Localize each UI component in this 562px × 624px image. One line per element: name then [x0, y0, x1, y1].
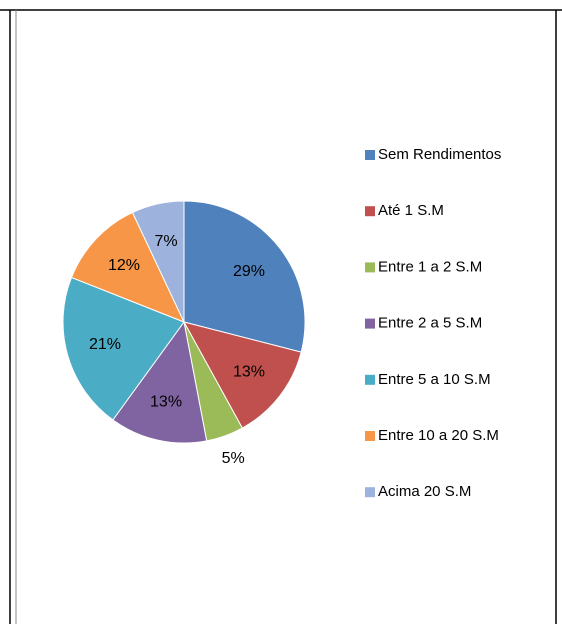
data-label: 13%: [233, 364, 265, 381]
legend-label: Até 1 S.M: [378, 202, 444, 219]
pie-slice: [183, 200, 306, 353]
legend-swatch: [365, 318, 375, 329]
data-label: 13%: [150, 394, 182, 411]
pie-slice: [112, 320, 208, 444]
legend-swatch: [365, 487, 375, 498]
pie-slice: [131, 200, 185, 323]
legend-swatch: [365, 262, 375, 273]
legend-swatch: [365, 431, 375, 441]
legend-label: Acima 20 S.M: [378, 483, 471, 500]
legend-label: Sem Rendimentos: [378, 146, 501, 163]
legend-swatch: [365, 374, 375, 385]
data-label: 5%: [222, 450, 245, 467]
legend-label: Entre 2 a 5 S.M: [378, 315, 482, 332]
pie-slice: [62, 276, 185, 421]
legend-label: Entre 1 a 2 S.M: [378, 258, 482, 275]
pie-slice: [70, 211, 185, 323]
legend-swatch: [365, 206, 375, 217]
pie-slice: [183, 321, 302, 429]
legend-label: Entre 10 a 20 S.M: [378, 427, 499, 444]
legend-swatch: [365, 150, 375, 160]
data-label: 21%: [89, 336, 121, 353]
legend-label: Entre 5 a 10 S.M: [378, 371, 491, 388]
data-label: 12%: [108, 257, 140, 274]
data-label: 7%: [154, 233, 177, 250]
data-label: 29%: [233, 263, 265, 280]
